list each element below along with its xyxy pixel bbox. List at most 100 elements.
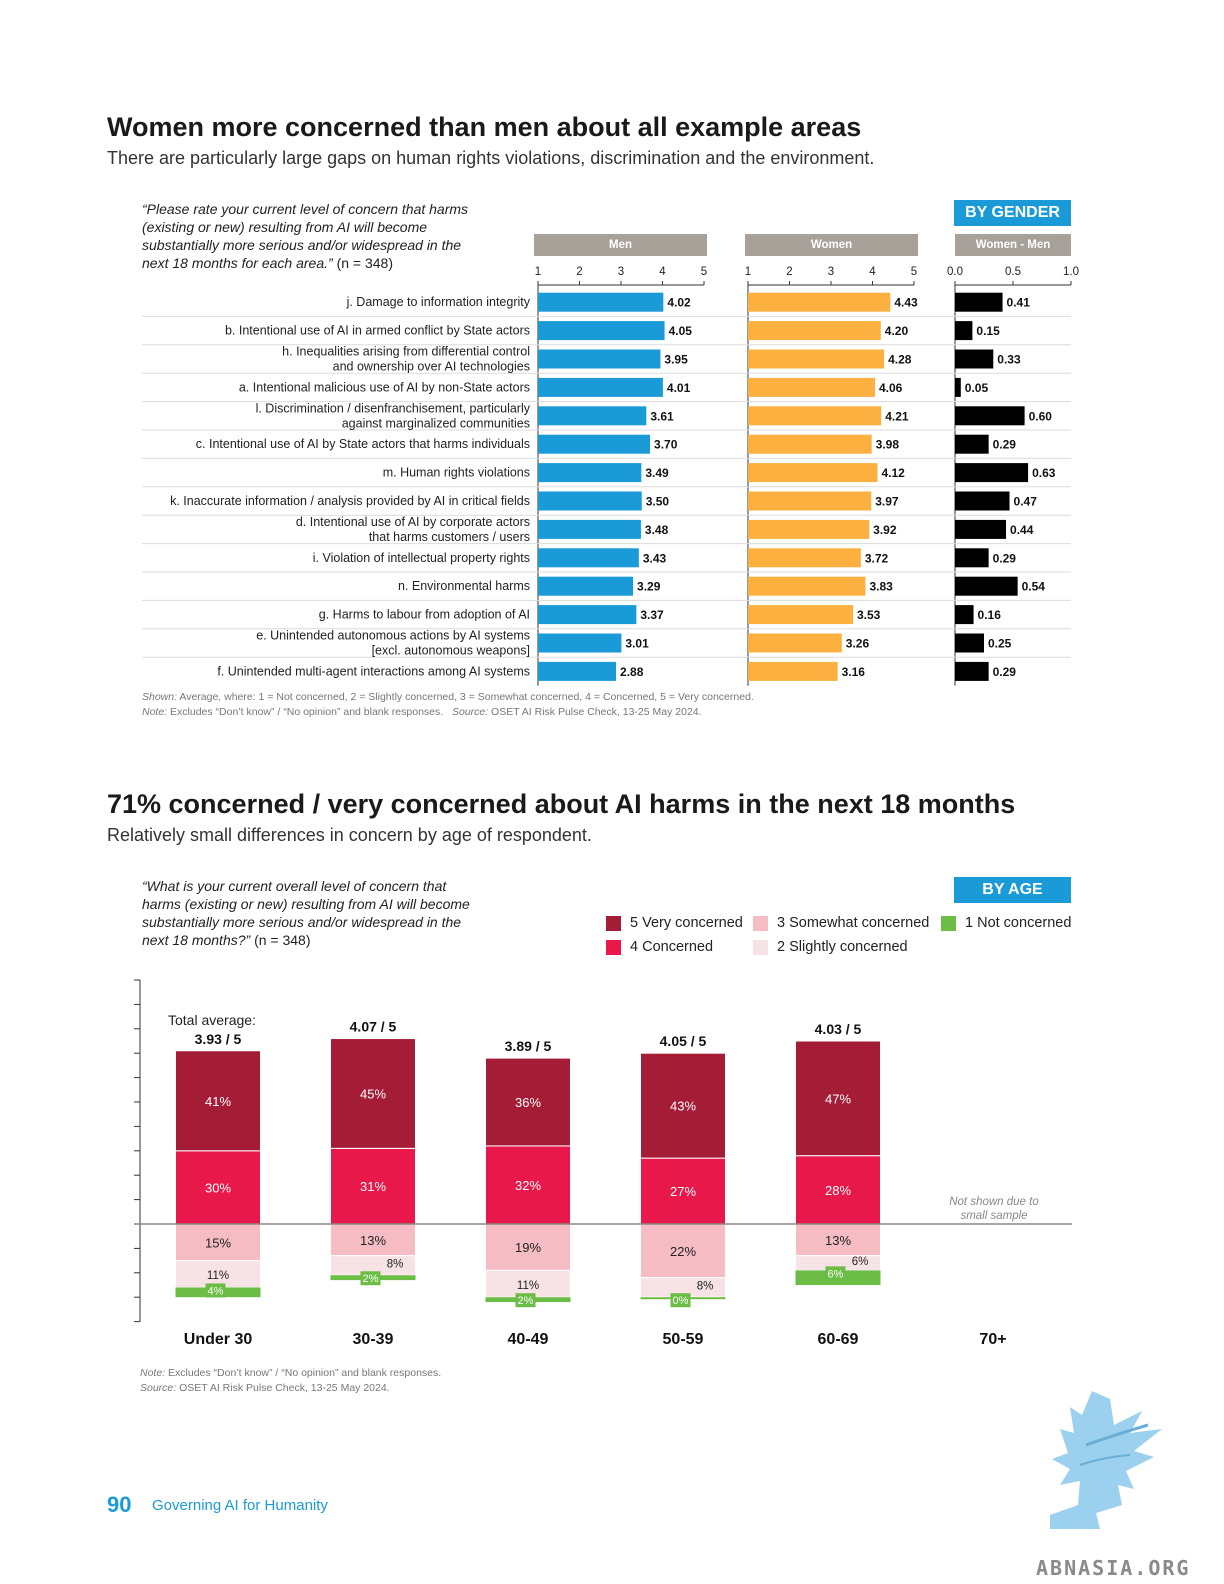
segment-very <box>330 1038 416 1149</box>
source-line-2: Source: OSET AI Risk Pulse Check, 13-25 … <box>140 1381 640 1396</box>
bar-diff <box>955 377 961 397</box>
bar-men <box>538 605 637 625</box>
panel-head-women: Women <box>745 234 918 256</box>
note-source: Note: Excludes “Don’t know” / “No opinio… <box>142 705 902 720</box>
value-label-diff: 0.47 <box>1014 495 1038 509</box>
tick-label-diff: 0.0 <box>947 266 963 278</box>
row-label: d. Intentional use of AI by corporate ac… <box>296 515 530 529</box>
question-text: “Please rate your current level of conce… <box>142 201 469 271</box>
value-label-women: 3.16 <box>842 665 866 679</box>
bar-diff <box>955 292 1003 312</box>
row-label: n. Environmental harms <box>398 579 530 593</box>
segment-label-concerned: 31% <box>360 1179 386 1194</box>
segment-label-slightly: 8% <box>697 1280 714 1292</box>
page-number: 90 <box>107 1492 132 1517</box>
tick-label-men: 2 <box>576 266 582 278</box>
value-label-men: 3.61 <box>650 409 674 423</box>
legend-swatch-somewhat <box>753 916 768 931</box>
value-label-women: 4.20 <box>885 324 909 338</box>
bar-men <box>538 321 665 341</box>
bar-men <box>538 406 647 426</box>
row-label: h. Inequalities arising from differentia… <box>282 345 530 359</box>
row-label: a. Intentional malicious use of AI by no… <box>239 380 530 394</box>
value-label-women: 4.21 <box>885 409 909 423</box>
bar-women <box>748 434 872 454</box>
bar-diff <box>955 349 994 369</box>
segment-very <box>640 1052 726 1159</box>
bar-diff <box>955 463 1029 483</box>
bar-women <box>748 292 891 312</box>
segment-somewhat <box>640 1223 726 1279</box>
value-label-women: 3.92 <box>873 523 897 537</box>
legend-swatch-not <box>941 916 956 931</box>
value-label-women: 4.43 <box>894 296 918 310</box>
section1-question: “Please rate your current level of conce… <box>142 200 487 272</box>
segment-concerned <box>795 1155 881 1225</box>
category-label: 50-59 <box>663 1331 704 1348</box>
row-label: k. Inaccurate information / analysis pro… <box>170 494 530 508</box>
panel-head-men: Men <box>534 234 707 256</box>
value-label-men: 3.70 <box>654 438 678 452</box>
by-gender-badge: BY GENDER <box>954 200 1071 226</box>
value-label-women: 3.53 <box>857 608 881 622</box>
section1-title: Women more concerned than men about all … <box>107 112 862 142</box>
value-label-women: 3.72 <box>865 551 889 565</box>
segment-label-concerned: 30% <box>205 1180 231 1195</box>
row-label: m. Human rights violations <box>383 466 530 480</box>
source-label-2: Source: <box>140 1382 177 1394</box>
row-label: [excl. autonomous weapons] <box>372 644 530 658</box>
shown-note-text: Average, where: 1 = Not concerned, 2 = S… <box>179 691 754 703</box>
tick-label-women: 2 <box>786 266 792 278</box>
bar-women <box>748 548 861 568</box>
legend-swatch-slightly <box>753 940 768 955</box>
bar-women <box>748 463 878 483</box>
value-label-men: 3.37 <box>640 608 664 622</box>
value-label-men: 4.02 <box>667 296 691 310</box>
value-label-diff: 0.29 <box>993 551 1017 565</box>
segment-label-very: 41% <box>205 1094 231 1109</box>
segment-label-concerned: 32% <box>515 1178 541 1193</box>
segment-somewhat <box>485 1223 571 1271</box>
bar-men <box>538 434 651 454</box>
row-label: c. Intentional use of AI by State actors… <box>196 437 530 451</box>
row-label: against marginalized communities <box>342 416 530 430</box>
source-label: Source: <box>451 706 489 718</box>
tick-label-men: 5 <box>701 266 707 278</box>
category-label: 30-39 <box>353 1331 394 1348</box>
not-concerned-badge <box>670 1293 691 1308</box>
bar-diff <box>955 321 973 341</box>
value-label-diff: 0.05 <box>965 381 989 395</box>
legend-label-very: 5 Very concerned <box>630 915 743 931</box>
value-label-diff: 0.60 <box>1029 409 1053 423</box>
bar-women <box>748 519 870 539</box>
bar-men <box>538 463 642 483</box>
bar-men <box>538 377 663 397</box>
value-label-men: 3.49 <box>645 466 669 480</box>
value-label-diff: 0.15 <box>976 324 1000 338</box>
segment-label-slightly: 11% <box>207 1270 229 1282</box>
row-label: j. Damage to information integrity <box>346 295 531 309</box>
bar-women <box>748 576 866 596</box>
segment-label-not: 4% <box>208 1285 224 1297</box>
segment-label-very: 47% <box>825 1091 851 1106</box>
value-label-diff: 0.25 <box>988 637 1012 651</box>
average-label: 4.07 / 5 <box>350 1019 397 1035</box>
section2-notes: Note: Excludes “Don’t know” / “No opinio… <box>140 1366 640 1396</box>
not-concerned-badge <box>825 1266 846 1281</box>
segment-very <box>795 1040 881 1157</box>
segment-label-very: 43% <box>670 1099 696 1114</box>
bar-diff <box>955 406 1025 426</box>
note-text: Excludes “Don’t know” / “No opinion” and… <box>170 706 444 718</box>
segment-label-slightly: 6% <box>852 1256 869 1268</box>
bar-women <box>748 661 838 681</box>
legend-label-slightly: 2 Slightly concerned <box>777 939 908 955</box>
sample-size: (n = 348) <box>336 255 393 271</box>
segment-concerned <box>175 1150 261 1225</box>
average-label: 4.05 / 5 <box>660 1033 707 1049</box>
average-label: 3.93 / 5 <box>195 1031 242 1047</box>
note-line-2: Note: Excludes “Don’t know” / “No opinio… <box>140 1366 640 1381</box>
value-label-women: 3.26 <box>846 637 870 651</box>
average-label: 4.03 / 5 <box>815 1021 862 1037</box>
value-label-men: 3.01 <box>625 637 649 651</box>
segment-label-not: 6% <box>828 1268 844 1280</box>
